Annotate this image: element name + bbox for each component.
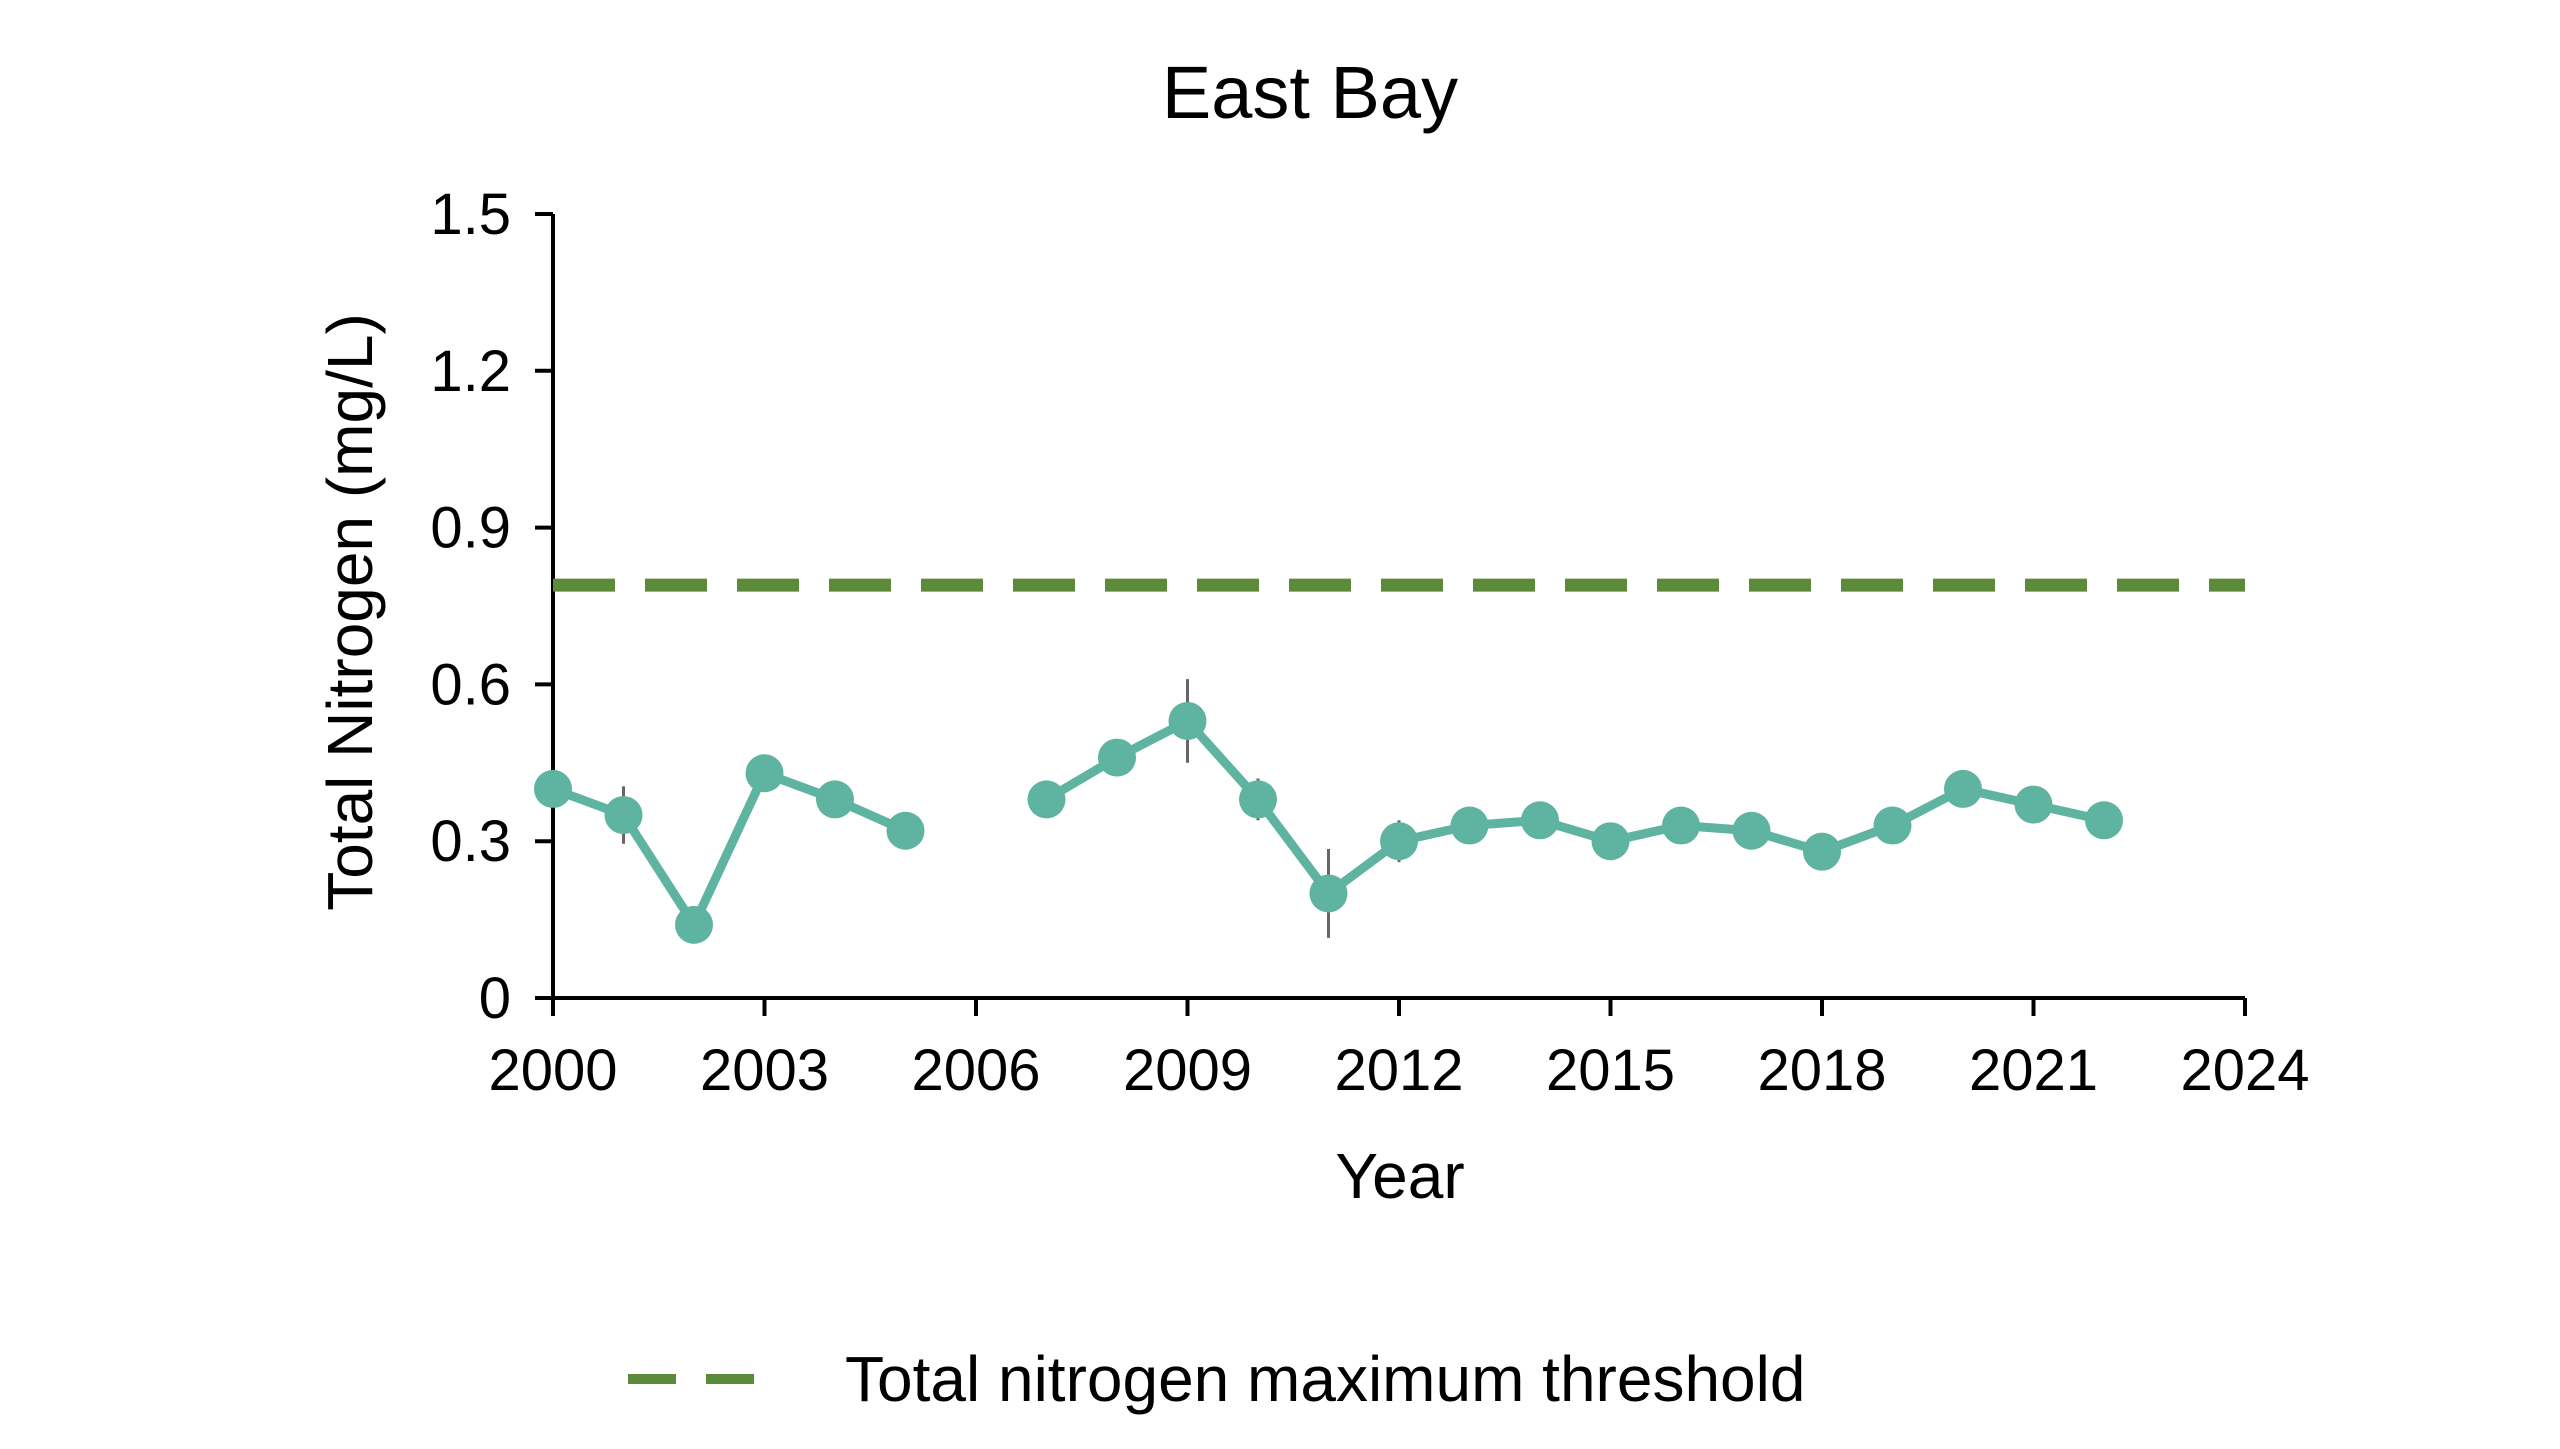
data-point bbox=[1168, 701, 1207, 740]
data-point bbox=[1027, 780, 1066, 819]
data-point bbox=[534, 769, 572, 808]
data-point bbox=[1662, 806, 1700, 845]
data-point bbox=[1098, 738, 1136, 777]
chart-title: East Bay bbox=[1162, 51, 1458, 134]
data-point bbox=[604, 796, 643, 835]
data-point bbox=[745, 754, 784, 793]
x-axis-label: Year bbox=[1335, 1140, 1464, 1212]
data-point bbox=[886, 811, 925, 850]
data-point bbox=[2014, 785, 2053, 824]
data-point bbox=[816, 780, 854, 819]
y-tick-label: 1.5 bbox=[430, 182, 511, 247]
series-line bbox=[1042, 716, 2109, 898]
x-tick-label: 2015 bbox=[1546, 1038, 1675, 1103]
x-tick-label: 2003 bbox=[700, 1038, 829, 1103]
data-point bbox=[1732, 811, 1771, 850]
data-point bbox=[2085, 801, 2123, 840]
data-point bbox=[1944, 769, 1982, 808]
data-point bbox=[675, 905, 713, 944]
x-tick-label: 2006 bbox=[911, 1038, 1040, 1103]
x-tick-label: 2024 bbox=[2180, 1038, 2309, 1103]
legend: Total nitrogen maximum threshold bbox=[628, 1343, 1805, 1415]
data-point bbox=[1873, 806, 1912, 845]
plot-area: 0 0.3 0.6 0.9 1.2 1.5 2000 2003 2006 2009 2012 2015… bbox=[430, 182, 2309, 1103]
y-tick-label: 0.6 bbox=[430, 652, 511, 717]
x-tick-label: 2000 bbox=[488, 1038, 617, 1103]
y-tick-label: 0.3 bbox=[430, 809, 511, 874]
legend-threshold-label: Total nitrogen maximum threshold bbox=[845, 1343, 1805, 1415]
y-tick-label: 0 bbox=[479, 966, 511, 1031]
data-point bbox=[1521, 801, 1559, 840]
x-tick-label: 2012 bbox=[1334, 1038, 1463, 1103]
data-point bbox=[1309, 874, 1348, 913]
data-point bbox=[1239, 780, 1277, 819]
data-point bbox=[1803, 832, 1841, 871]
y-axis-label: Total Nitrogen (mg/L) bbox=[314, 313, 386, 911]
data-point bbox=[1450, 806, 1489, 845]
data-point bbox=[1380, 822, 1418, 861]
data-point bbox=[1591, 822, 1630, 861]
y-tick-label: 0.9 bbox=[430, 496, 511, 561]
x-tick-label: 2009 bbox=[1123, 1038, 1252, 1103]
x-tick-label: 2018 bbox=[1757, 1038, 1886, 1103]
y-tick-label: 1.2 bbox=[430, 339, 511, 404]
x-tick-label: 2021 bbox=[1969, 1038, 2098, 1103]
